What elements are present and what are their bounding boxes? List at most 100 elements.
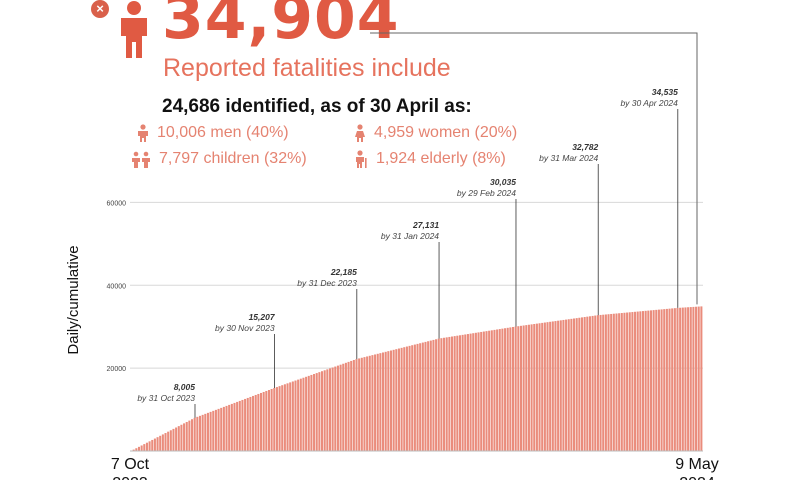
cumulative-bar [236, 401, 239, 451]
cumulative-bar [480, 331, 483, 451]
cumulative-bar [164, 433, 167, 451]
cumulative-bar [342, 363, 345, 451]
cumulative-bar [270, 388, 273, 451]
cumulative-bar [368, 355, 371, 451]
cumulative-bar [238, 400, 241, 451]
cumulative-bar [172, 428, 175, 451]
cumulative-bar [371, 355, 374, 451]
cumulative-bar [692, 306, 695, 451]
cumulative-bar [140, 445, 143, 451]
cumulative-bar [294, 380, 297, 451]
cumulative-bar [456, 335, 459, 451]
stat-elderly-label: 1,924 elderly (8%) [376, 150, 506, 167]
cumulative-bar [496, 329, 499, 451]
cumulative-bar [461, 334, 464, 451]
cumulative-bar [509, 327, 512, 451]
stat-men-label: 10,006 men (40%) [157, 124, 289, 141]
cumulative-bar [700, 306, 703, 451]
cumulative-bar [419, 343, 422, 451]
cumulative-bar [527, 324, 530, 451]
annotation-date: by 29 Feb 2024 [457, 188, 516, 198]
stat-women-label: 4,959 women (20%) [374, 124, 518, 141]
x-tick-label: 7 Oct [111, 456, 150, 473]
cumulative-bar [382, 352, 385, 451]
cumulative-bar [657, 309, 660, 451]
cumulative-bar [626, 312, 629, 451]
annotation-date: by 30 Nov 2023 [215, 323, 275, 333]
cumulative-bar [591, 315, 594, 451]
cumulative-bar [562, 319, 565, 451]
cumulative-bar [695, 306, 698, 451]
cumulative-bar [551, 321, 554, 451]
cumulative-bar [620, 313, 623, 451]
cumulative-bar [137, 446, 141, 451]
cumulative-bar [204, 413, 207, 451]
identified-heading: 24,686 identified, as of 30 April as: [162, 96, 472, 117]
x-tick-label: 9 May [675, 456, 719, 473]
cumulative-bar [143, 444, 146, 451]
cumulative-bar [225, 405, 228, 451]
cumulative-bar [578, 317, 581, 451]
man-icon [138, 124, 148, 142]
cumulative-bar [533, 323, 536, 451]
cumulative-bar [458, 335, 461, 451]
cumulative-bar [530, 324, 533, 451]
y-axis-title: Daily/cumulative [65, 245, 82, 354]
cumulative-bar [588, 316, 591, 451]
cumulative-bar [405, 346, 408, 451]
annotation-value: 32,782 [572, 142, 598, 152]
cumulative-bar [132, 449, 135, 451]
cumulative-bar [610, 313, 613, 451]
y-tick-label: 60000 [107, 200, 127, 207]
cumulative-bar [313, 374, 316, 451]
cumulative-bar [145, 442, 148, 451]
cumulative-bar [305, 376, 308, 451]
cumulative-bar [671, 308, 674, 451]
cumulative-bar [395, 349, 398, 451]
cumulative-bar [323, 370, 326, 451]
cumulative-bar [697, 306, 700, 451]
cumulative-bar [336, 365, 339, 451]
cumulative-bar [575, 318, 578, 451]
elderly-icon [356, 150, 367, 168]
annotation-date: by 30 Apr 2024 [620, 98, 678, 108]
cumulative-bar [328, 368, 332, 451]
cumulative-bar [641, 311, 645, 451]
y-tick-label: 40000 [107, 283, 127, 290]
cumulative-bar [618, 313, 621, 451]
cumulative-bar [557, 320, 560, 451]
cumulative-bar [432, 339, 435, 451]
cumulative-bar [188, 420, 191, 451]
cumulative-bar [209, 411, 212, 451]
cumulative-bar [228, 404, 231, 451]
cumulative-bar [615, 313, 618, 451]
stat-children-label: 7,797 children (32%) [159, 150, 307, 167]
cumulative-bar [464, 334, 467, 451]
cumulative-bar [411, 345, 414, 451]
cumulative-bar [644, 310, 647, 451]
cumulative-bar [450, 336, 454, 451]
cumulative-bar [135, 448, 138, 451]
cumulative-bar [559, 320, 562, 451]
cumulative-bar [220, 407, 223, 451]
close-icon: × [91, 0, 109, 18]
annotation-value: 8,005 [174, 382, 196, 392]
cumulative-bar [321, 371, 324, 451]
cumulative-bar [636, 311, 639, 451]
cumulative-bar [443, 337, 446, 451]
cumulative-bar [392, 349, 395, 451]
cumulative-bar [241, 399, 244, 451]
cumulative-bar [257, 393, 260, 451]
cumulative-bar [275, 387, 278, 451]
cumulative-bar [652, 310, 655, 451]
cumulative-bar [310, 374, 313, 451]
cumulative-bar [222, 406, 225, 451]
cumulative-bar [689, 307, 692, 451]
cumulative-bar [498, 329, 501, 451]
cumulative-bar [580, 317, 584, 451]
cumulative-bar [278, 386, 281, 451]
cumulative-bar [366, 356, 369, 451]
cumulative-bar [389, 350, 393, 451]
cumulative-bar [687, 307, 690, 451]
